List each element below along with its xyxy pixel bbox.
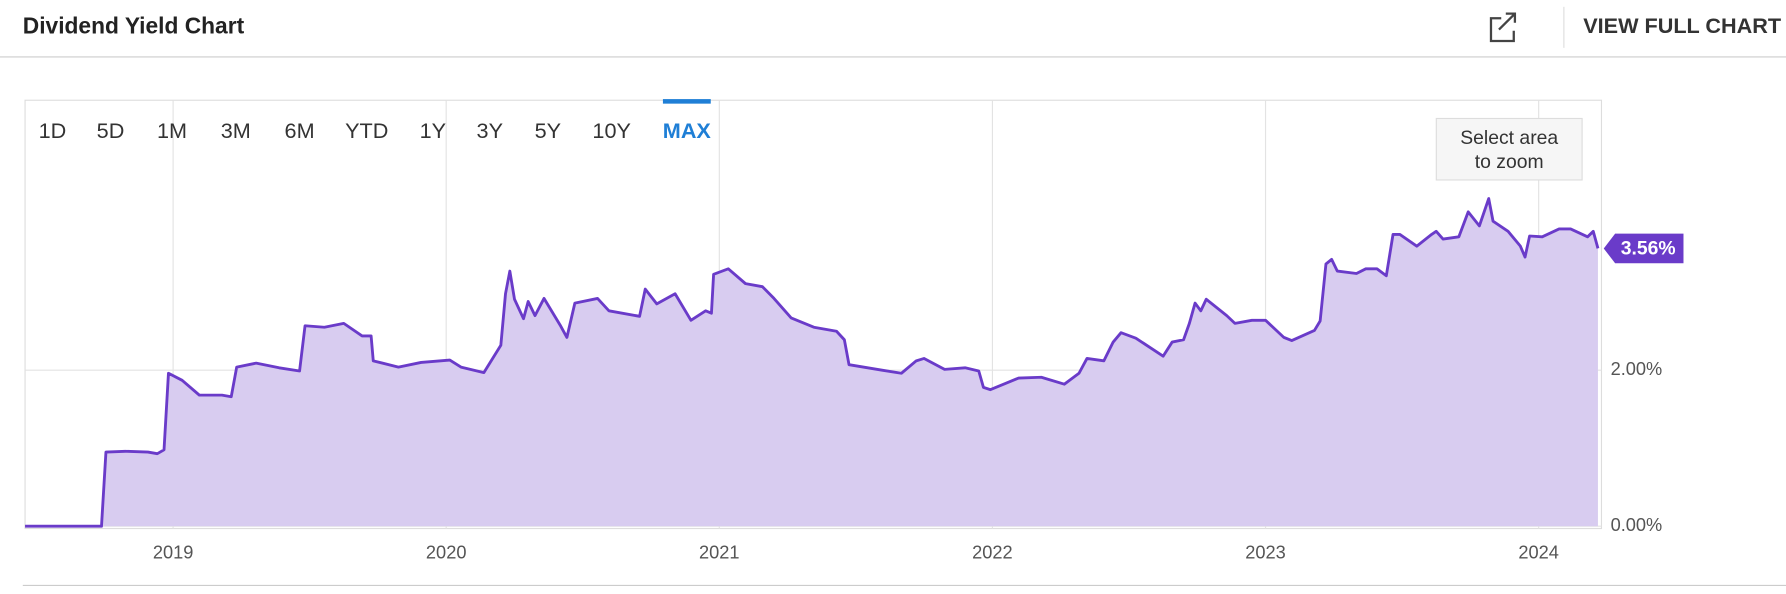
x-tick-label: 2019 xyxy=(153,542,194,562)
x-tick-label: 2023 xyxy=(1245,542,1286,562)
range-button[interactable]: 10Y xyxy=(592,118,630,143)
y-tick-label: 2.00% xyxy=(1611,359,1663,379)
area xyxy=(25,198,1598,527)
value-badge-label: 3.56% xyxy=(1621,238,1676,260)
page-title: Dividend Yield Chart xyxy=(23,12,245,38)
x-tick-label: 2024 xyxy=(1518,542,1559,562)
range-button[interactable]: YTD xyxy=(345,118,388,143)
range-button[interactable]: 1M xyxy=(157,118,187,143)
range-button[interactable]: 1D xyxy=(39,118,67,143)
view-full-chart[interactable]: VIEW FULL CHART xyxy=(1583,13,1781,38)
range-button[interactable]: 5Y xyxy=(535,118,561,143)
plot: 2019 2020 2021 2022 2023 2024 0.00% 2.00% 3.56% 1… xyxy=(25,99,1684,562)
line xyxy=(25,197,1600,528)
range-button[interactable]: 3M xyxy=(221,118,251,143)
x-tick-label: 2022 xyxy=(972,542,1013,562)
range-button[interactable]: 6M xyxy=(285,118,315,143)
zoom-hint-text: Select area xyxy=(1460,127,1558,149)
x-tick-label: 2021 xyxy=(699,542,740,562)
zoom-hint-box xyxy=(1435,117,1583,181)
icon-arrow xyxy=(1498,12,1517,31)
value-badge xyxy=(1603,233,1684,264)
x-tick-label: 2020 xyxy=(426,542,467,562)
active-indicator xyxy=(662,99,711,104)
y-tick-label: 0.00% xyxy=(1611,515,1663,535)
range-button[interactable]: MAX xyxy=(663,118,712,143)
range-button[interactable]: 1Y xyxy=(420,118,446,143)
icon-box xyxy=(1489,17,1515,43)
range-button[interactable]: 3Y xyxy=(477,118,503,143)
range-button[interactable]: 5D xyxy=(97,118,125,143)
plot-frame xyxy=(24,99,1603,530)
external-link-icon[interactable] xyxy=(1489,12,1517,43)
zoom-hint-text: to zoom xyxy=(1475,151,1544,173)
